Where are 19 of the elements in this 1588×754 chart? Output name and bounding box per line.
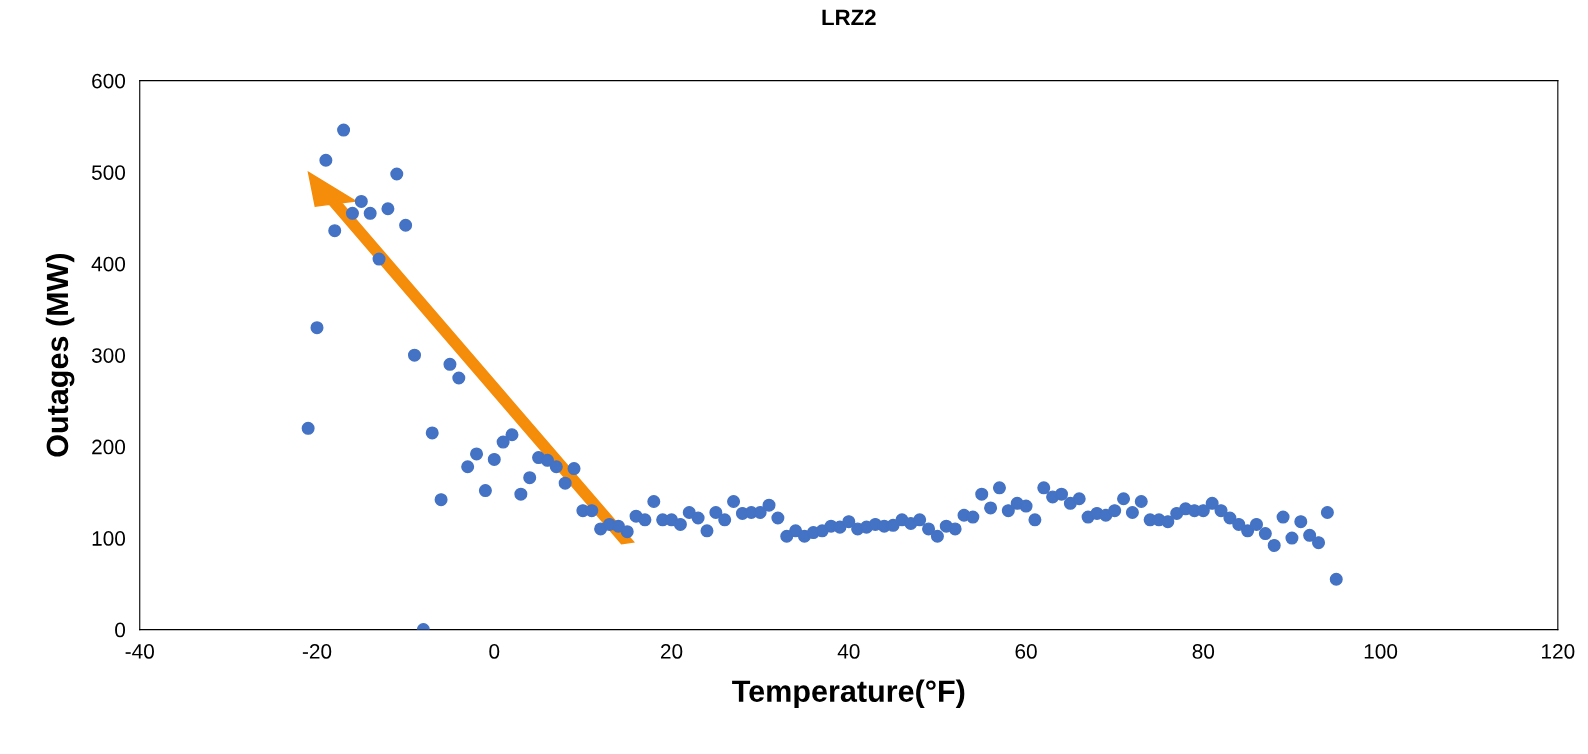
x-tick-label: 100 [1364,644,1398,659]
y-tick-label: 0 [115,622,126,638]
x-tick-label: 120 [1542,644,1575,659]
y-tick-label: 300 [91,348,126,363]
x-tick-label: 80 [1192,644,1215,659]
x-tick-label: 60 [1015,644,1037,659]
y-tick-label: 400 [91,256,126,272]
y-axis-title: Outages (MW) [45,253,75,457]
y-tick-label: 200 [92,439,126,455]
x-tick-label: -40 [125,644,154,659]
x-axis-title: Temperature(°F) [732,679,965,709]
x-tick-label: -20 [302,644,332,659]
y-tick-label: 600 [92,73,126,89]
x-tick-label: 40 [837,644,860,659]
x-tick-label: 0 [489,644,500,659]
y-tick-label: 100 [92,531,126,546]
chart-title: LRZ2 [822,9,876,26]
y-tick-label: 500 [91,165,126,180]
x-tick-label: 20 [660,644,683,659]
